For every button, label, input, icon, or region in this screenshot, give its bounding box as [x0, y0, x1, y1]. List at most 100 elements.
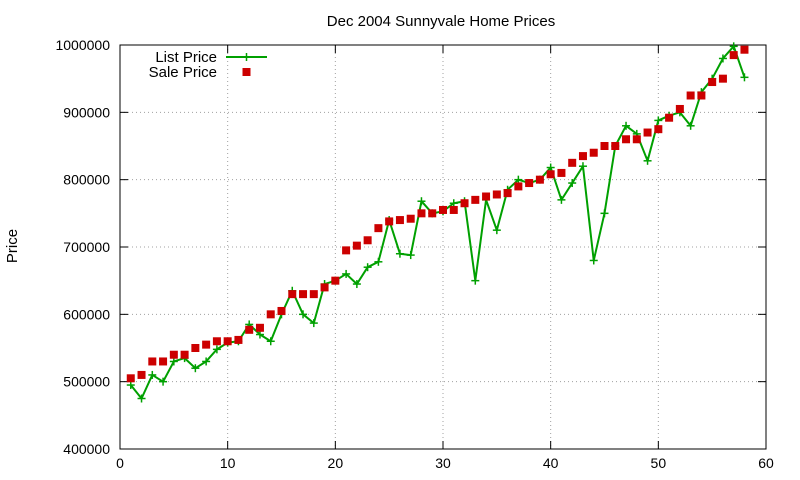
data-point	[514, 175, 523, 184]
x-tick-label: 50	[651, 455, 667, 471]
data-point	[568, 158, 577, 167]
y-axis-label: Price	[4, 229, 21, 263]
data-point	[374, 257, 383, 266]
data-point	[439, 205, 447, 214]
x-tick-label: 60	[758, 455, 774, 471]
data-point	[643, 156, 652, 165]
data-point	[255, 323, 264, 332]
data-point	[535, 175, 544, 184]
data-point	[395, 216, 404, 225]
data-point	[492, 190, 501, 199]
chart-title: Dec 2004 Sunnyvale Home Prices	[327, 13, 555, 30]
data-point	[137, 370, 146, 379]
data-point	[622, 121, 631, 130]
data-point	[255, 330, 264, 339]
data-point	[557, 168, 566, 177]
series-line	[129, 45, 746, 400]
data-point	[643, 128, 652, 137]
data-point	[191, 364, 200, 373]
data-point	[212, 345, 221, 354]
data-point	[740, 73, 749, 82]
data-point	[503, 189, 512, 198]
data-point	[428, 209, 437, 218]
data-point	[363, 263, 372, 272]
data-point	[460, 199, 469, 208]
y-tick-label: 800000	[63, 172, 110, 188]
data-point	[729, 51, 738, 60]
data-point	[417, 209, 426, 218]
data-point	[589, 256, 598, 265]
data-point	[729, 42, 738, 51]
data-point	[395, 249, 404, 258]
data-point	[686, 91, 695, 100]
data-point	[277, 306, 286, 315]
legend-marker	[242, 53, 251, 61]
data-point	[223, 337, 232, 346]
data-point	[589, 148, 598, 157]
data-point	[137, 394, 146, 403]
data-point	[675, 104, 684, 113]
series	[126, 42, 749, 403]
data-point	[352, 280, 361, 289]
y-tick-label: 1000000	[55, 37, 110, 53]
y-tick-label: 900000	[63, 104, 110, 120]
data-point	[331, 276, 340, 285]
data-point	[288, 290, 297, 299]
data-point	[342, 269, 351, 278]
data-point	[718, 54, 727, 63]
data-point	[299, 310, 308, 319]
data-point	[245, 325, 254, 334]
data-point	[406, 251, 415, 260]
data-point	[406, 214, 415, 223]
y-tick-label: 400000	[63, 441, 110, 457]
data-point	[600, 209, 609, 218]
data-point	[212, 337, 221, 346]
data-point	[654, 116, 663, 125]
series-sale-price	[126, 45, 749, 383]
y-tick-label: 600000	[63, 306, 110, 322]
legend-label: Sale Price	[149, 64, 217, 81]
data-point	[126, 374, 135, 383]
data-point	[148, 357, 157, 366]
series-list-price	[126, 42, 749, 403]
data-point	[449, 199, 458, 208]
data-point	[299, 290, 308, 299]
data-point	[191, 344, 200, 352]
data-point	[740, 45, 749, 54]
data-point	[546, 170, 555, 179]
data-point	[320, 283, 329, 292]
data-point	[600, 142, 609, 150]
data-point	[159, 377, 168, 386]
data-point	[363, 236, 372, 245]
data-point	[546, 163, 555, 172]
legend-marker	[242, 68, 251, 76]
data-point	[266, 310, 275, 319]
data-point	[654, 125, 663, 134]
data-point	[578, 152, 587, 161]
data-point	[126, 381, 135, 390]
grid	[120, 45, 766, 449]
data-point	[514, 182, 523, 191]
x-tick-label: 20	[328, 455, 344, 471]
data-point	[202, 357, 211, 366]
y-tick-label: 700000	[63, 239, 110, 255]
data-point	[718, 74, 727, 83]
data-point	[202, 340, 211, 349]
data-point	[686, 121, 695, 130]
data-point	[525, 179, 534, 188]
data-point	[557, 195, 566, 204]
data-point	[309, 290, 318, 299]
y-tick-label: 500000	[63, 374, 110, 390]
data-point	[471, 195, 480, 204]
data-point	[449, 205, 458, 214]
data-point	[568, 179, 577, 188]
data-point	[352, 241, 361, 250]
legend-label: List Price	[155, 49, 217, 66]
data-point	[374, 224, 383, 233]
data-point	[159, 357, 168, 366]
x-tick-label: 0	[116, 455, 124, 471]
data-point	[234, 335, 243, 344]
data-point	[180, 350, 189, 359]
axis-ticks: 0 10 20 30 40 50 60 400000 500000 600000 700000 800…	[55, 37, 774, 471]
